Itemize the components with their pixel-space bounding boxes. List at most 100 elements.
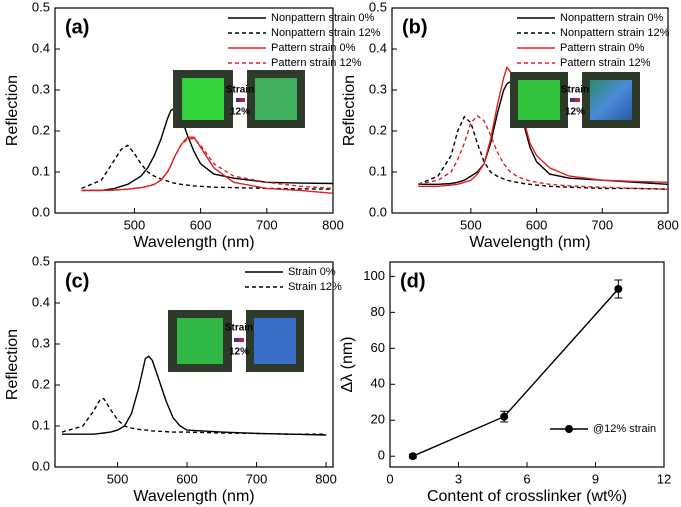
panel-label: (a) <box>65 16 89 38</box>
data-line <box>81 107 334 192</box>
data-line <box>81 137 334 192</box>
x-tick-label: 800 <box>322 217 344 232</box>
y-axis-label: Reflection <box>341 75 358 146</box>
legend-label: Pattern strain 12% <box>560 57 651 69</box>
x-tick-label: 6 <box>523 471 530 486</box>
plot-frame <box>389 261 665 468</box>
legend-label: Pattern strain 0% <box>560 42 645 54</box>
photo-film <box>590 80 632 120</box>
x-axis-label: Wavelength (nm) <box>133 488 254 505</box>
y-tick-label: 0.1 <box>32 163 50 178</box>
panel: 0.0 0.1 0.2 0.3 0.4 0.5 500 600 700 800 Wavelength… <box>4 0 380 251</box>
y-tick-label: 0.4 <box>32 40 50 55</box>
y-tick-label: 20 <box>371 412 385 427</box>
photo-film <box>518 80 560 120</box>
data-line <box>81 136 334 194</box>
arrow <box>236 98 245 102</box>
legend-label: @12% strain <box>593 423 656 435</box>
x-tick-label: 800 <box>657 217 679 232</box>
x-tick-label: 700 <box>256 217 278 232</box>
legend-label: Nonpattern strain 0% <box>560 12 664 24</box>
panel: 0.0 0.1 0.2 0.3 0.4 0.5 500 600 700 800 Wavelength… <box>4 253 342 505</box>
y-tick-label: 0.3 <box>369 81 387 96</box>
data-point <box>500 412 509 421</box>
y-tick-label: 0.5 <box>32 253 50 268</box>
inset-label: Strain <box>225 323 253 334</box>
plot-frame <box>391 7 669 214</box>
plot-frame <box>54 261 334 468</box>
inset-label: Strain <box>561 85 589 96</box>
legend-label: Nonpattern strain 12% <box>271 27 381 39</box>
x-tick-label: 700 <box>591 217 613 232</box>
x-tick-label: 600 <box>176 471 198 486</box>
y-axis-label: Reflection <box>4 329 21 400</box>
y-tick-label: 0.4 <box>32 294 50 309</box>
data-line <box>61 397 327 435</box>
y-tick-label: 0.1 <box>32 417 50 432</box>
x-tick-label: 600 <box>190 217 212 232</box>
data-line <box>418 80 669 185</box>
photo-film <box>255 78 297 120</box>
legend-label: Nonpattern strain 0% <box>271 12 375 24</box>
arrow <box>570 98 580 102</box>
inset-label: 12% <box>565 107 585 118</box>
y-tick-label: 80 <box>371 304 385 319</box>
legend-label: Nonpattern strain 12% <box>560 27 670 39</box>
inset-photos: Strain 12% <box>510 72 640 128</box>
y-tick-label: 0.5 <box>369 0 387 14</box>
y-tick-label: 0.2 <box>32 122 50 137</box>
y-tick-label: 0.3 <box>32 335 50 350</box>
y-tick-label: 100 <box>363 268 385 283</box>
y-tick-label: 40 <box>371 376 385 391</box>
inset-label: 12% <box>230 107 250 118</box>
photo-film <box>182 78 224 120</box>
y-tick-label: 0 <box>378 448 385 463</box>
plot-frame <box>54 7 334 214</box>
legend-label: Strain 0% <box>288 266 336 278</box>
y-axis-label: Δλ (nm) <box>339 336 356 392</box>
x-tick-label: 600 <box>526 217 548 232</box>
data-line <box>418 114 669 190</box>
legend-label: Strain 12% <box>288 281 342 293</box>
panel-label: (c) <box>65 270 89 292</box>
x-tick-label: 500 <box>107 471 129 486</box>
data-point <box>614 284 623 293</box>
data-line <box>62 355 327 436</box>
legend-marker <box>565 425 573 433</box>
x-axis-label: Content of crosslinker (wt%) <box>427 488 627 505</box>
inset-label: 12% <box>229 347 249 358</box>
panel-label: (d) <box>400 270 426 292</box>
y-tick-label: 0.5 <box>32 0 50 14</box>
x-axis-label: Wavelength (nm) <box>133 234 254 251</box>
panel: 0 20 40 60 80 100 0 3 6 9 12 Content of crosslinker… <box>339 261 671 505</box>
x-tick-label: 700 <box>246 471 268 486</box>
panel-label: (b) <box>402 16 428 38</box>
data-line <box>418 66 669 187</box>
y-tick-label: 0.2 <box>369 122 387 137</box>
y-tick-label: 60 <box>371 340 385 355</box>
photo-film <box>177 318 223 364</box>
y-tick-label: 0.1 <box>369 163 387 178</box>
y-tick-label: 0.0 <box>32 458 50 473</box>
data-line <box>418 115 669 190</box>
x-tick-label: 3 <box>455 471 462 486</box>
x-tick-label: 0 <box>386 471 393 486</box>
y-tick-label: 0.2 <box>32 376 50 391</box>
x-tick-label: 12 <box>657 471 671 486</box>
x-tick-label: 500 <box>460 217 482 232</box>
photo-film <box>254 318 296 364</box>
y-tick-label: 0.0 <box>32 204 50 219</box>
y-axis-label: Reflection <box>4 75 21 146</box>
arrow <box>234 338 244 342</box>
inset-label: Strain <box>226 85 254 96</box>
x-tick-label: 500 <box>124 217 146 232</box>
x-tick-label: 800 <box>315 471 337 486</box>
data-line <box>412 288 619 457</box>
panel: 0.0 0.1 0.2 0.3 0.4 0.5 500 600 700 800 Wavelength… <box>341 0 679 251</box>
data-point <box>408 452 417 461</box>
y-tick-label: 0.4 <box>369 40 387 55</box>
legend-label: Pattern strain 12% <box>271 57 362 69</box>
y-tick-label: 0.3 <box>32 81 50 96</box>
data-line <box>81 144 334 190</box>
